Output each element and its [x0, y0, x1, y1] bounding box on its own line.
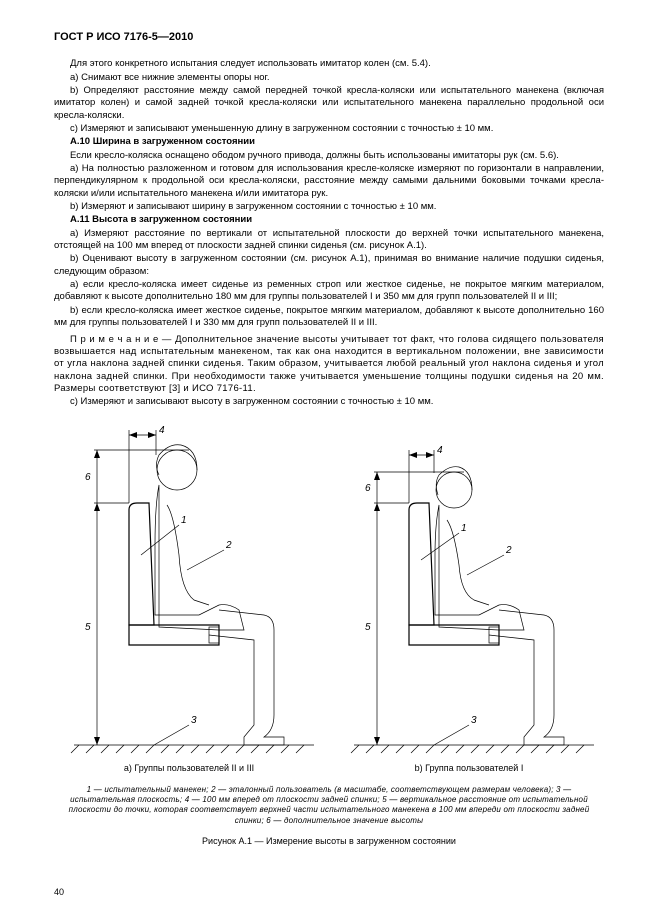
leader-3: 3 [471, 715, 477, 726]
dim-label-4: 4 [437, 445, 443, 456]
paragraph: c) Измеряют и записывают уменьшенную дли… [54, 123, 604, 135]
section-heading-a11: А.11 Высота в загруженном состоянии [54, 214, 604, 226]
figure-b-svg: 5 6 4 1 2 3 [339, 415, 599, 755]
dim-label-5: 5 [365, 622, 371, 633]
paragraph: b) Измеряют и записывают ширину в загруж… [54, 201, 604, 213]
paragraph: b) Оценивают высоту в загруженном состоя… [54, 253, 604, 278]
figure-title: Рисунок А.1 — Измерение высоты в загруже… [54, 836, 604, 848]
doc-header: ГОСТ Р ИСО 7176-5—2010 [54, 30, 604, 44]
paragraph: c) Измеряют и записывают высоту в загруж… [54, 396, 604, 408]
figure-row: 5 6 4 1 2 3 [54, 415, 604, 775]
dim-label-5: 5 [85, 622, 91, 633]
dim-label-6: 6 [365, 483, 371, 494]
paragraph: Если кресло-коляска оснащено ободом ручн… [54, 150, 604, 162]
figure-a: 5 6 4 1 2 3 [54, 415, 324, 775]
leader-3: 3 [191, 715, 197, 726]
paragraph: a) На полностью разложенном и готовом дл… [54, 163, 604, 200]
leader-2: 2 [505, 545, 512, 556]
paragraph: a) если кресло-коляска имеет сиденье из … [54, 279, 604, 304]
paragraph: b) если кресло-коляска имеет жесткое сид… [54, 305, 604, 330]
figure-b-caption: b) Группа пользователей I [334, 763, 604, 775]
leader-1: 1 [461, 523, 467, 534]
paragraph: b) Определяют расстояние между самой пер… [54, 85, 604, 122]
paragraph: a) Снимают все нижние элементы опоры ног… [54, 72, 604, 84]
page-number: 40 [54, 887, 64, 899]
paragraph: Для этого конкретного испытания следует … [54, 58, 604, 70]
leader-1: 1 [181, 515, 187, 526]
section-heading-a10: А.10 Ширина в загруженном состоянии [54, 136, 604, 148]
dim-label-6: 6 [85, 472, 91, 483]
figure-a-caption: a) Группы пользователей II и III [54, 763, 324, 775]
dim-label-4: 4 [159, 425, 165, 436]
figure-b: 5 6 4 1 2 3 b) Группа [334, 415, 604, 775]
paragraph: a) Измеряют расстояние по вертикали от и… [54, 228, 604, 253]
leader-2: 2 [225, 540, 232, 551]
figure-legend: 1 — испытательный манекен; 2 — эталонный… [54, 785, 604, 827]
figure-a-svg: 5 6 4 1 2 3 [59, 415, 319, 755]
note: П р и м е ч а н и е — Дополнительное зна… [54, 334, 604, 396]
